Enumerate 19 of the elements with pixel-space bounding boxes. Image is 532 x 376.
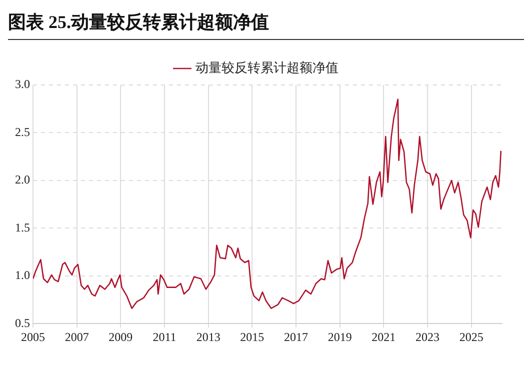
y-tick-label: 2.5 [15,124,30,139]
x-tick-label: 2019 [328,330,352,344]
y-tick-label: 1.5 [15,220,30,234]
x-tick-label: 2011 [152,330,176,344]
x-tick-label: 2021 [372,330,396,344]
y-tick-label: 0.5 [15,316,30,330]
x-tick-label: 2023 [415,330,440,344]
x-tick-label: 2015 [240,330,264,344]
x-tick-label: 2009 [108,330,133,344]
x-tick-label: 2025 [459,330,484,344]
x-tick-label: 2013 [196,330,220,344]
y-tick-label: 3.0 [15,77,30,92]
y-tick-label: 1.0 [15,268,30,282]
legend-label: 动量较反转累计超额净值 [195,60,338,75]
x-tick-label: 2007 [64,330,89,344]
y-tick-label: 2.0 [15,172,30,187]
chart-title: 图表 25.动量较反转累计超额净值 [8,8,524,40]
x-tick-label: 2017 [284,330,308,344]
x-tick-label: 2005 [21,330,45,344]
